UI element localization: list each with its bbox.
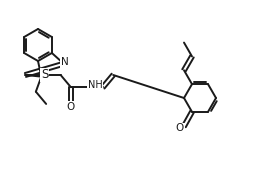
Text: O: O xyxy=(67,102,75,112)
Text: N: N xyxy=(61,57,69,67)
Text: NH: NH xyxy=(88,80,103,90)
Text: S: S xyxy=(41,69,48,82)
Text: O: O xyxy=(176,123,184,133)
